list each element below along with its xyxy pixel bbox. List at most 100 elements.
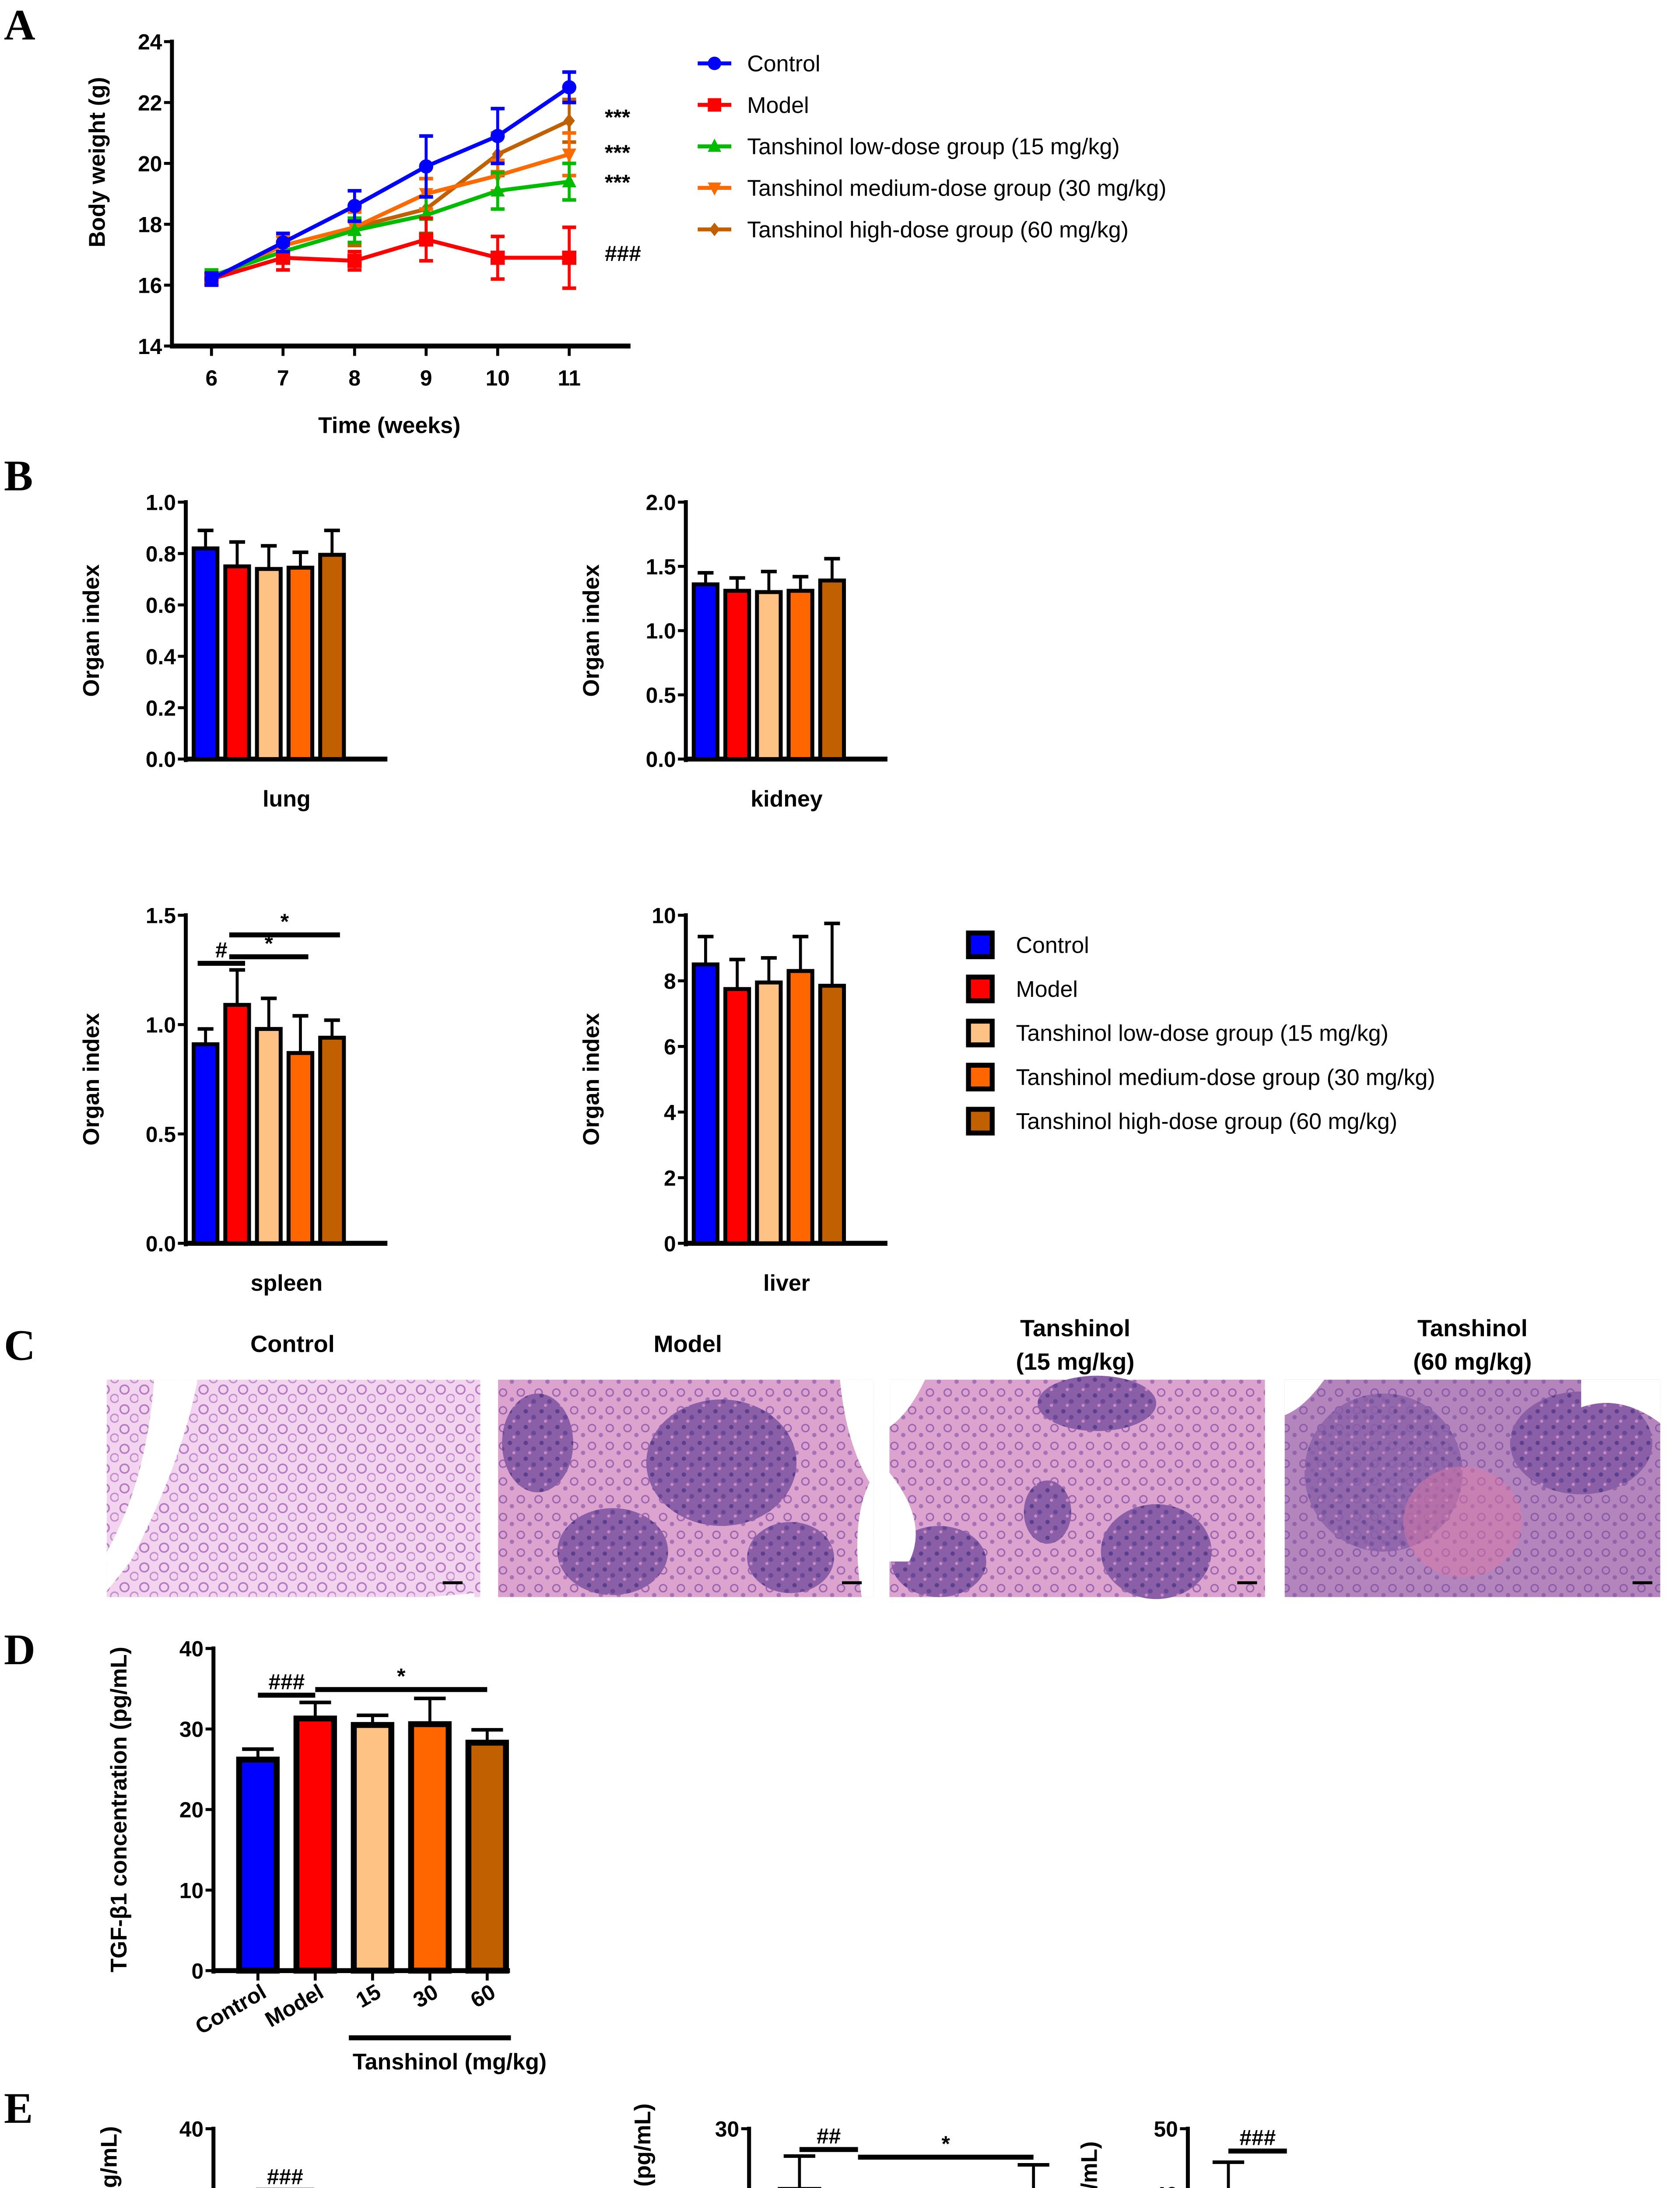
- y-tick-label: 1.5: [646, 554, 676, 579]
- y-tick-label: 4: [664, 1100, 676, 1125]
- significance-annotation: ***: [605, 140, 631, 165]
- x-tick-label: 8: [348, 366, 361, 390]
- y-tick-label: 2.0: [646, 491, 676, 515]
- bar: [318, 553, 346, 761]
- marker-diamond: [709, 222, 720, 236]
- legend-label: Control: [747, 51, 820, 77]
- x-axis-title: Time (weeks): [318, 413, 460, 438]
- marker-circle: [419, 159, 434, 174]
- y-axis-title: Granzyme B concentration (pg/mL): [630, 2104, 656, 2188]
- x-tick-label: 7: [277, 366, 289, 390]
- y-tick-label: 50: [1154, 2117, 1178, 2142]
- legend-label: Model: [747, 93, 809, 118]
- marker-circle: [490, 129, 505, 144]
- x-axis-title: kidney: [751, 786, 823, 812]
- chart-organ-kidney: 0.0 0.5 1.0 1.5 2.0 Organ index kidney: [579, 491, 887, 812]
- bar: [286, 565, 315, 761]
- bar: [786, 969, 814, 1245]
- y-tick-label: 22: [138, 91, 162, 115]
- y-axis-title: Body weight (g): [84, 77, 110, 247]
- series-control: [204, 70, 577, 287]
- y-tick-label: 20: [179, 1798, 203, 1822]
- legend-label: Control: [1016, 933, 1089, 958]
- series-line: [210, 179, 570, 278]
- legend-body-weight: Control Model Tanshinol low-dose group (15…: [698, 51, 1166, 242]
- marker-triangle-down: [708, 182, 722, 196]
- significance-annotation: ***: [605, 170, 631, 195]
- y-axis-title: Organ index: [579, 1013, 604, 1146]
- histology-image-model: [498, 1379, 874, 1597]
- marker-square: [490, 250, 505, 265]
- bar: [223, 1003, 251, 1245]
- y-tick-label: 40: [179, 1637, 203, 1661]
- bar: [255, 567, 283, 761]
- histology-image-low-dose: [889, 1375, 1265, 1599]
- x-tick-label: 10: [486, 366, 510, 390]
- legend-label: Model: [1016, 977, 1077, 1002]
- legend-swatch: [966, 1062, 995, 1092]
- marker-circle: [562, 80, 577, 95]
- histology-image-high-dose: [1284, 1379, 1660, 1597]
- y-tick-label: 0.4: [146, 645, 176, 669]
- y-tick-label: 0.0: [146, 1231, 176, 1256]
- y-tick-label: 0.2: [146, 696, 176, 720]
- histology-panel: Control Model Tanshinol (15 mg/kg) Tansh…: [106, 1315, 1660, 1599]
- marker-triangle-up: [708, 138, 722, 152]
- histology-title-low-line2: (15 mg/kg): [1016, 1349, 1134, 1375]
- y-tick-label: 18: [138, 213, 162, 237]
- series-line: [210, 237, 569, 281]
- y-tick-label: 20: [138, 151, 162, 176]
- bar: [192, 546, 220, 761]
- x-tick-label: 9: [420, 366, 432, 390]
- x-axis-title: spleen: [251, 1271, 323, 1296]
- bar: [755, 980, 783, 1245]
- y-tick-label: 0.8: [146, 542, 176, 566]
- y-tick-label: 0.5: [146, 1122, 176, 1147]
- significance-label: #: [215, 938, 228, 962]
- y-tick-label: 10: [652, 904, 676, 928]
- y-tick-label: 14: [138, 334, 162, 359]
- chart-organ-lung: 0.0 0.2 0.4 0.6 0.8 1.0 Organ index lung: [79, 491, 388, 812]
- significance-label: *: [397, 1664, 406, 1688]
- histology-image-control: [106, 1379, 481, 1599]
- significance-annotation: ###: [605, 242, 641, 266]
- bar: [192, 1042, 220, 1245]
- marker-square: [419, 232, 434, 247]
- bar: [408, 1721, 452, 1974]
- histology-title-high-line1: Tanshinol: [1417, 1315, 1528, 1341]
- marker-triangle-down: [562, 148, 577, 163]
- legend-label: Tanshinol high-dose group (60 mg/kg): [747, 217, 1129, 242]
- bar: [318, 1035, 346, 1245]
- chart-body-weight: 14 16 18 20 22 24 6 7 8 9 10 11 Time (weeks) Body wei…: [84, 30, 641, 438]
- marker-circle: [708, 56, 722, 70]
- bar: [786, 589, 814, 761]
- bar: [723, 589, 751, 761]
- y-axis-title: Organ index: [79, 564, 104, 697]
- y-axis-title: Perforin concentration (pg/mL): [96, 2126, 122, 2188]
- bar: [818, 579, 846, 761]
- legend-swatch: [966, 1107, 995, 1136]
- bar: [351, 1722, 395, 1974]
- marker-triangle-up: [490, 182, 505, 196]
- bar: [723, 987, 751, 1245]
- series-line: [210, 152, 570, 281]
- y-tick-label: 0.6: [146, 593, 176, 617]
- x-tick-label: 60: [466, 1979, 500, 2013]
- x-tick-label: Control: [191, 1979, 270, 2039]
- y-tick-label: 10: [179, 1878, 203, 1903]
- y-axis-title: IFN-γ concentration (pg/mL): [1077, 2141, 1102, 2188]
- x-tick-label: 30: [409, 1979, 442, 2013]
- histology-title-model: Model: [653, 1331, 722, 1357]
- series-line: [210, 85, 571, 281]
- bar: [236, 1757, 280, 1974]
- panel-label-c: C: [4, 1322, 35, 1370]
- legend-label: Tanshinol medium-dose group (30 mg/kg): [747, 175, 1166, 201]
- bar: [255, 1027, 283, 1245]
- bar: [286, 1051, 315, 1245]
- significance-label: ###: [267, 2165, 303, 2188]
- marker-circle: [204, 272, 219, 286]
- y-tick-label: 24: [138, 30, 162, 54]
- significance-label: *: [941, 2132, 950, 2156]
